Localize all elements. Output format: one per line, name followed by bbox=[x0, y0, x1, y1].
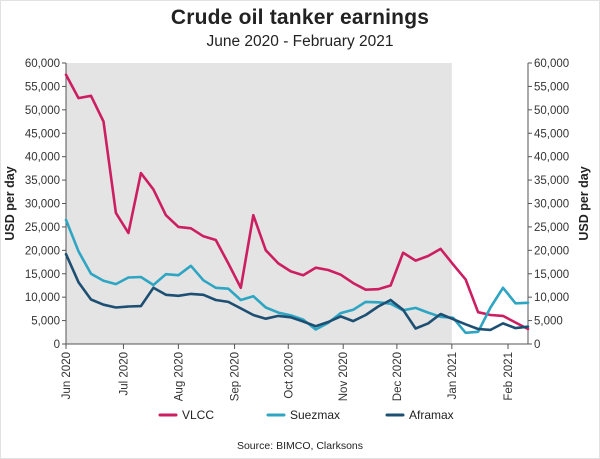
y-tick-label-left: 50,000 bbox=[25, 105, 60, 117]
x-tick-label: Dec 2020 bbox=[392, 352, 404, 401]
y-tick-label-right: 50,000 bbox=[534, 105, 569, 117]
y-tick-label-right: 35,000 bbox=[534, 175, 569, 187]
y-tick-label-left: 20,000 bbox=[25, 245, 60, 257]
legend-label-aframax: Aframax bbox=[409, 408, 454, 422]
y-tick-label-left: 60,000 bbox=[25, 58, 60, 70]
y-tick-label-right: 5,000 bbox=[534, 316, 563, 328]
y-tick-label-right: 45,000 bbox=[534, 128, 569, 140]
y-tick-label-left: 40,000 bbox=[25, 152, 60, 164]
y-tick-label-left: 10,000 bbox=[25, 292, 60, 304]
x-tick-label: Jan 2021 bbox=[447, 352, 459, 399]
y-tick-label-right: 20,000 bbox=[534, 245, 569, 257]
x-tick-label: Nov 2020 bbox=[338, 352, 350, 401]
x-tick-label: Oct 2020 bbox=[283, 352, 295, 399]
legend-label-suezmax: Suezmax bbox=[290, 408, 340, 422]
y-tick-label-left: 35,000 bbox=[25, 175, 60, 187]
y-tick-label-right: 15,000 bbox=[534, 269, 569, 281]
y-tick-label-left: 45,000 bbox=[25, 128, 60, 140]
y-tick-label-right: 60,000 bbox=[534, 58, 569, 70]
y-tick-label-right: 25,000 bbox=[534, 222, 569, 234]
y-tick-label-right: 10,000 bbox=[534, 292, 569, 304]
y-tick-label-left: 30,000 bbox=[25, 199, 60, 211]
chart-title: Crude oil tanker earnings bbox=[170, 6, 430, 29]
x-tick-label: Sep 2020 bbox=[230, 352, 242, 401]
x-tick-label: Feb 2021 bbox=[503, 352, 515, 401]
series-line-aframax bbox=[64, 252, 530, 332]
source-note: Source: BIMCO, Clarksons bbox=[237, 440, 363, 452]
chart-subtitle: June 2020 - February 2021 bbox=[206, 33, 394, 50]
series-line-vlcc bbox=[64, 73, 530, 331]
legend-label-vlcc: VLCC bbox=[182, 408, 214, 422]
y-tick-label-right: 0 bbox=[534, 339, 540, 351]
y-tick-label-left: 55,000 bbox=[25, 81, 60, 93]
y-tick-label-left: 5,000 bbox=[31, 316, 60, 328]
x-tick-label: Aug 2020 bbox=[173, 352, 185, 401]
y-tick-label-left: 0 bbox=[54, 339, 60, 351]
x-tick-label: Jul 2020 bbox=[118, 352, 130, 395]
y-tick-label-right: 55,000 bbox=[534, 81, 569, 93]
x-tick-label: Jun 2020 bbox=[61, 352, 73, 399]
y-tick-label-left: 15,000 bbox=[25, 269, 60, 281]
y-tick-label-left: 25,000 bbox=[25, 222, 60, 234]
y-tick-label-right: 40,000 bbox=[534, 152, 569, 164]
shaded-region-2020 bbox=[66, 63, 452, 344]
y-tick-label-right: 30,000 bbox=[534, 199, 569, 211]
y-axis-title-right: USD per day bbox=[577, 166, 591, 240]
y-axis-title-left: USD per day bbox=[3, 166, 17, 240]
